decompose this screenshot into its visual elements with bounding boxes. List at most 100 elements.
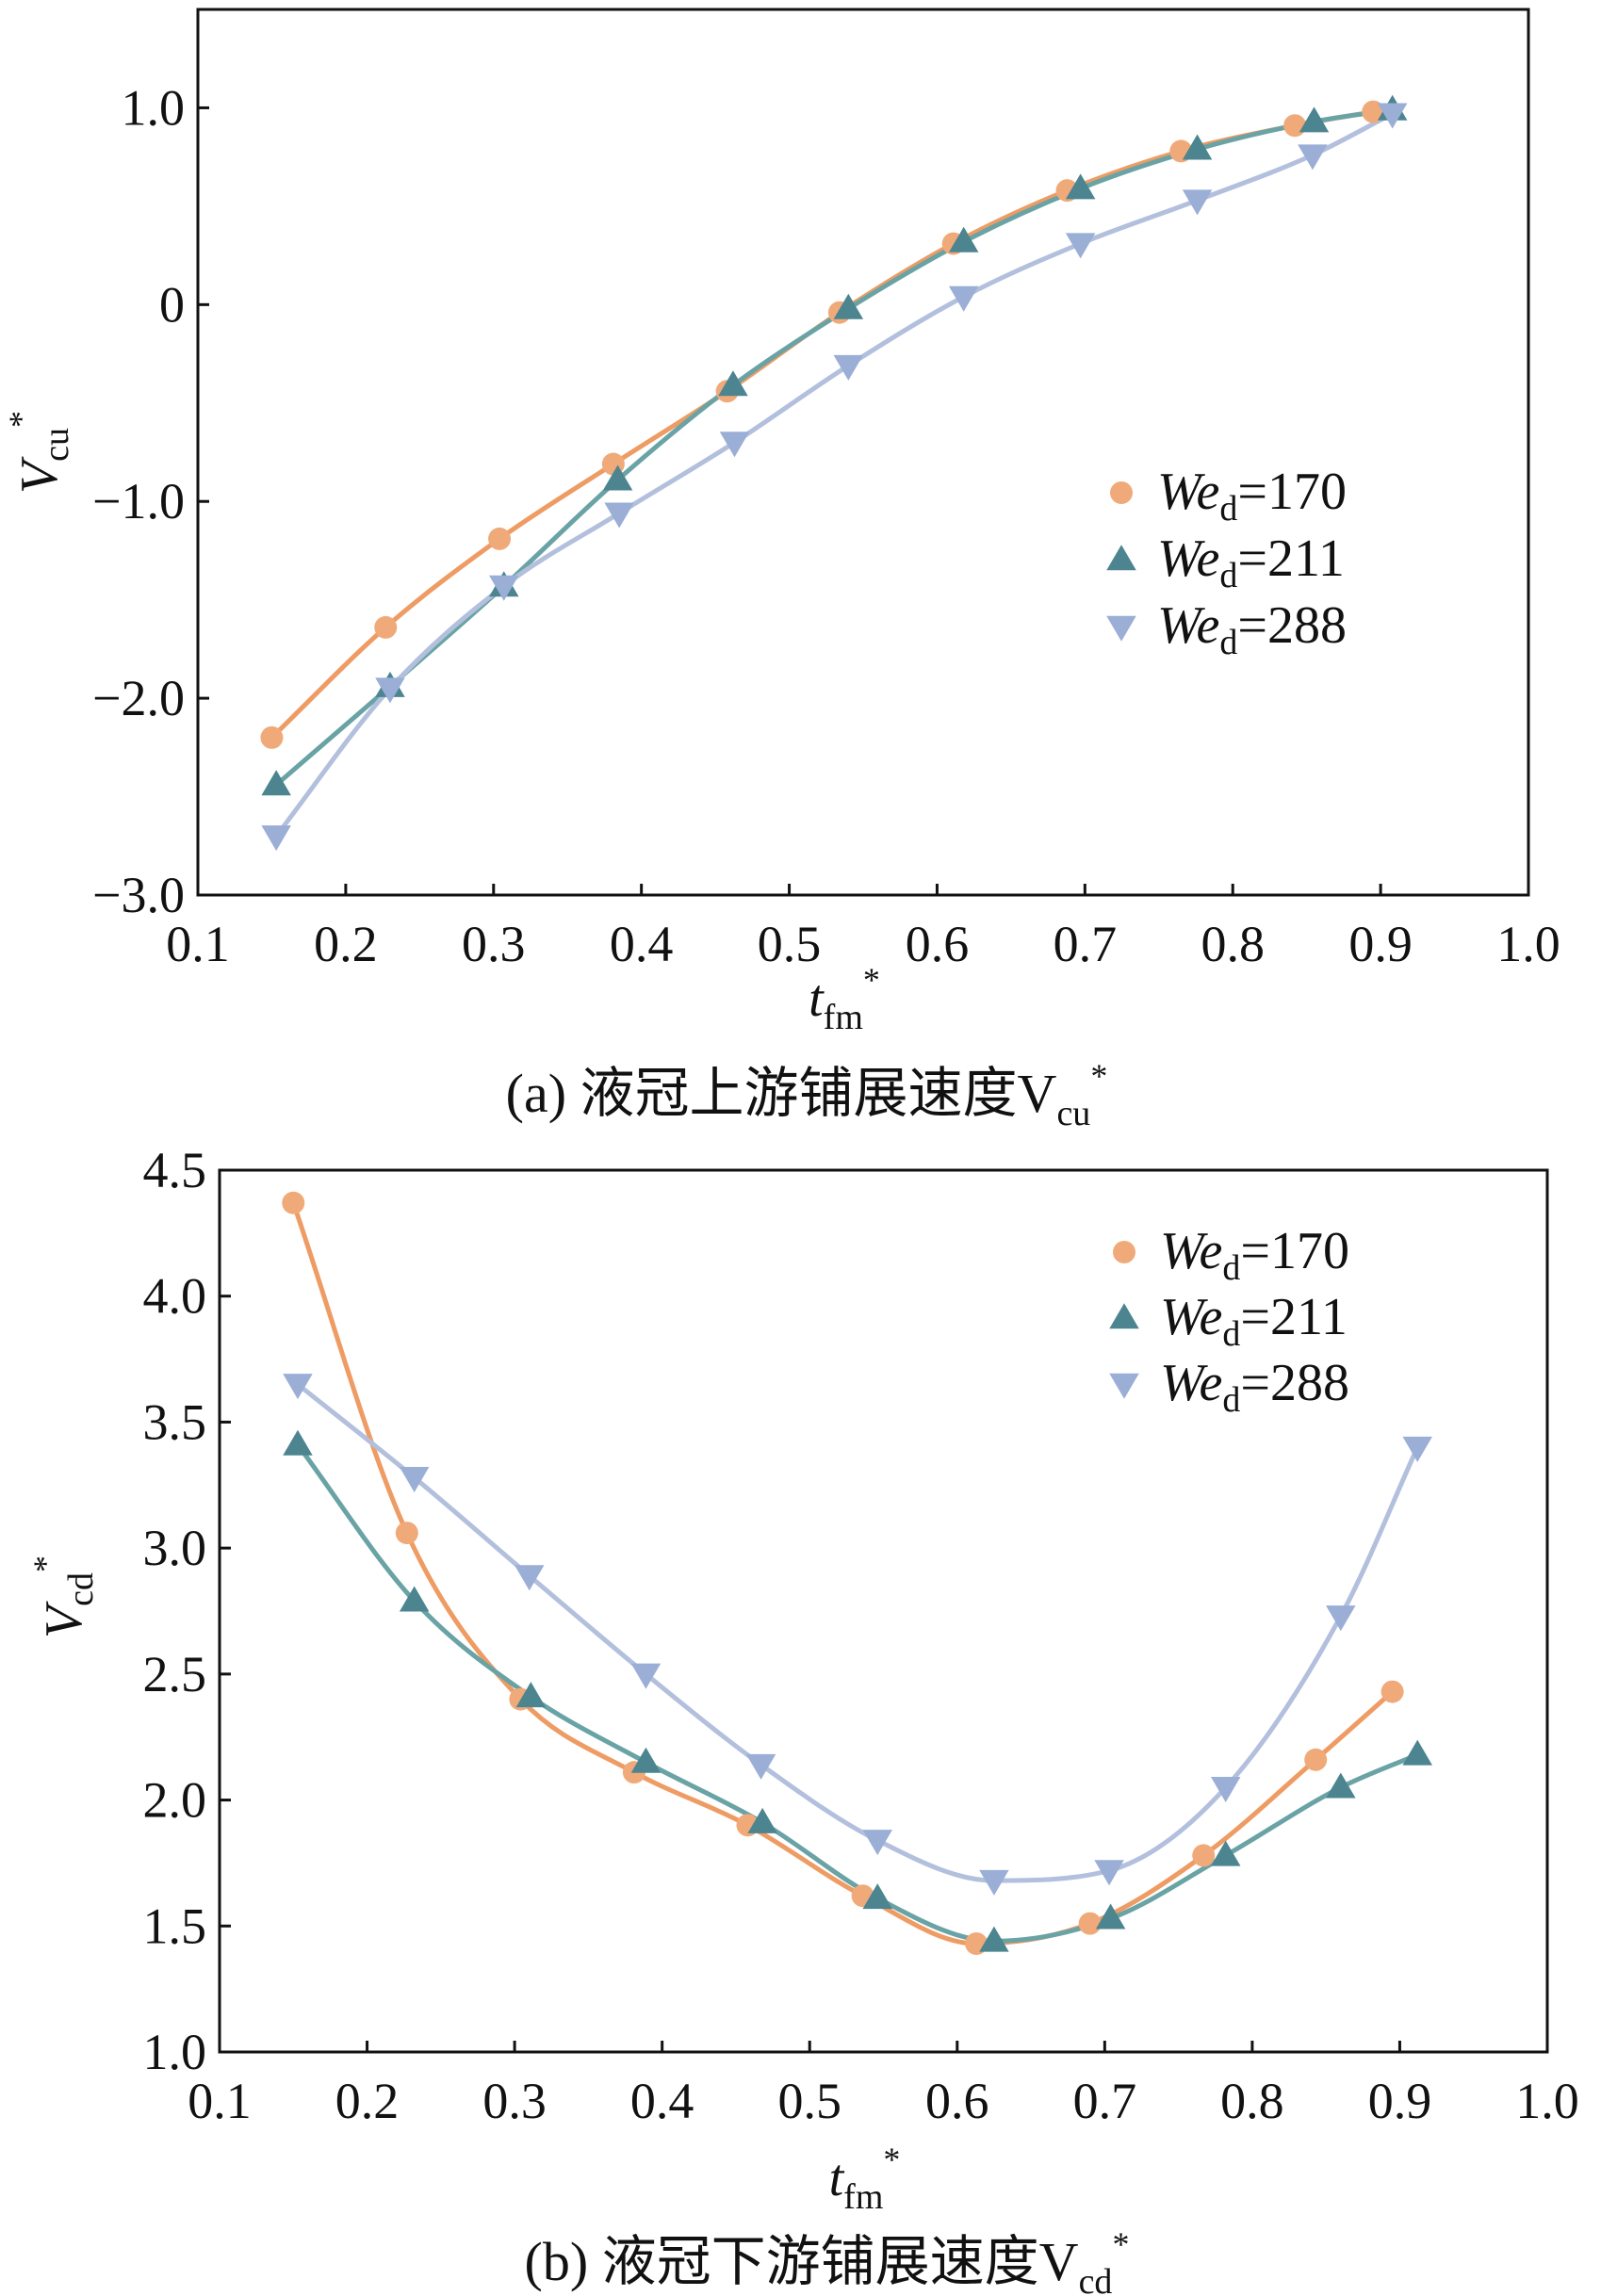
x-tick-label: 0.2	[335, 2073, 400, 2129]
caption-text: (a) 液冠上游铺展速度V	[506, 1063, 1057, 1124]
legend-label-value: =170	[1237, 463, 1347, 521]
data-point-We170	[1078, 1912, 1102, 1935]
data-point-We288	[489, 575, 519, 601]
x-axis-label-sub: fm	[843, 2177, 883, 2217]
x-tick-label: 0.4	[610, 916, 674, 972]
series-line-We211	[273, 107, 1396, 788]
data-point-We288	[1182, 189, 1213, 216]
data-point-We211	[1065, 173, 1096, 200]
data-point-We288	[375, 677, 405, 704]
data-point-We211	[1402, 1739, 1432, 1766]
data-point-We288	[1210, 1776, 1241, 1802]
x-tick-label: 0.1	[188, 2073, 252, 2129]
y-axis-label: Vcu*	[2, 411, 76, 494]
legend-marker-We288	[1109, 1373, 1139, 1399]
x-tick-label: 0.7	[1054, 916, 1118, 972]
data-point-We288	[833, 354, 864, 381]
x-axis-label: tfm*	[809, 961, 880, 1037]
x-tick-label: 0.2	[314, 916, 378, 972]
data-point-We288	[283, 1374, 313, 1400]
data-point-We170	[1362, 100, 1385, 123]
data-point-We211	[261, 770, 291, 796]
plot-frame	[196, 8, 1530, 897]
data-point-We288	[862, 1830, 892, 1856]
data-point-We170	[282, 1191, 305, 1214]
legend-label-value: =288	[1237, 596, 1347, 655]
legend-label-main: We	[1157, 529, 1219, 588]
data-point-We288	[948, 285, 979, 312]
data-point-We288	[399, 1467, 430, 1493]
data-point-We211	[1299, 106, 1330, 133]
x-tick-label: 0.5	[777, 2073, 841, 2129]
legend-label-value: =288	[1240, 1354, 1349, 1412]
legend-label-We288: Wed=288	[1157, 596, 1347, 662]
y-tick-label: −3.0	[92, 867, 185, 923]
data-point-We170	[260, 725, 284, 749]
series-line-We170	[290, 1200, 1396, 1946]
legend-label-We170: Wed=170	[1160, 1222, 1349, 1288]
data-point-We170	[488, 527, 512, 550]
data-point-We211	[630, 1747, 662, 1773]
legend-marker-We211	[1109, 1303, 1139, 1329]
x-tick-label: 1.0	[1515, 2073, 1579, 2129]
data-point-We211	[979, 1926, 1009, 1952]
legend-label-main: We	[1160, 1222, 1222, 1280]
series-line-We211	[295, 1442, 1420, 1944]
data-point-We211	[399, 1586, 430, 1612]
y-tick-label: 4.0	[143, 1268, 207, 1325]
caption-sup: *	[1090, 1057, 1107, 1095]
series-line-We288	[273, 111, 1396, 839]
data-point-We211	[833, 293, 864, 319]
x-tick-label: 0.8	[1220, 2073, 1284, 2129]
data-point-We288	[1402, 1436, 1432, 1462]
y-tick-label: 0	[159, 276, 185, 333]
data-point-We211	[948, 226, 979, 252]
x-axis-label-main: t	[809, 969, 825, 1028]
legend-label-value: =211	[1240, 1288, 1348, 1346]
x-axis-label: tfm*	[829, 2141, 901, 2217]
x-tick-label: 0.9	[1368, 2073, 1432, 2129]
data-point-We170	[395, 1522, 418, 1545]
legend-label-sub: d	[1219, 556, 1237, 595]
x-tick-label: 1.0	[1496, 916, 1560, 972]
y-tick-label: −2.0	[92, 670, 185, 726]
x-tick-label: 0.1	[166, 916, 230, 972]
data-point-We288	[515, 1565, 545, 1591]
y-tick-label: 1.5	[143, 1897, 207, 1954]
legend-label-sub: d	[1222, 1380, 1240, 1420]
legend-label-main: We	[1157, 463, 1219, 521]
panel-caption: (a) 液冠上游铺展速度Vcu*	[506, 1057, 1108, 1133]
legend-marker-We211	[1106, 545, 1136, 571]
data-point-We211	[1182, 134, 1213, 160]
y-axis-label-sub: cu	[37, 428, 76, 462]
data-point-We211	[602, 464, 633, 491]
data-point-We211	[1210, 1840, 1241, 1866]
data-point-We170	[1304, 1748, 1328, 1771]
data-point-We211	[283, 1429, 313, 1456]
data-point-We288	[1065, 233, 1096, 259]
data-point-We170	[374, 615, 398, 639]
data-point-We288	[604, 502, 634, 529]
data-point-We211	[747, 1807, 777, 1833]
x-tick-label: 0.9	[1348, 916, 1413, 972]
data-point-We288	[261, 825, 291, 852]
data-point-We288	[1298, 144, 1328, 171]
x-tick-label: 0.5	[758, 916, 822, 972]
y-tick-label: 4.5	[143, 1142, 207, 1198]
x-axis-label-sup: *	[863, 961, 880, 999]
y-tick-label: 1.0	[143, 2024, 207, 2080]
x-tick-label: 0.3	[482, 2073, 547, 2129]
caption-sub: cu	[1056, 1094, 1090, 1133]
legend-label-We170: Wed=170	[1157, 463, 1347, 529]
x-tick-label: 0.3	[462, 916, 526, 972]
y-tick-label: 3.5	[143, 1393, 207, 1450]
y-tick-label: 3.0	[143, 1520, 207, 1576]
legend-label-sub: d	[1219, 489, 1237, 529]
data-point-We211	[1326, 1772, 1356, 1799]
data-point-We288	[1094, 1860, 1124, 1886]
data-point-We170	[1192, 1844, 1216, 1867]
legend-label-value: =170	[1240, 1222, 1349, 1280]
